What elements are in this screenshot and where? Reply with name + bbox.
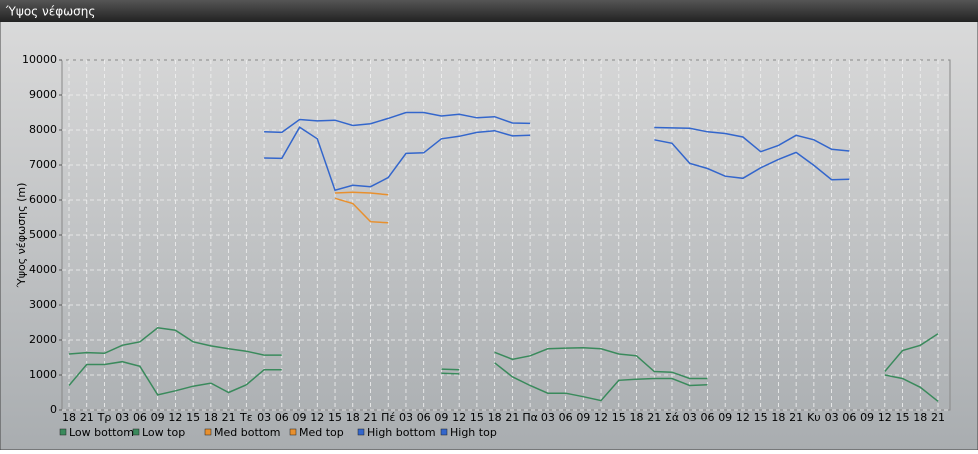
series-line [264,111,850,153]
legend-label: Med bottom [214,426,281,439]
x-tick-label: 21 [222,411,236,424]
x-tick-label: 15 [612,411,626,424]
y-tick-label: 9000 [29,88,57,101]
y-tick-label: 0 [50,403,57,416]
legend-swatch [357,428,365,436]
x-tick-label: 09 [434,411,448,424]
y-tick-label: 6000 [29,193,57,206]
y-tick-label: 8000 [29,123,57,136]
legend-label: Low top [142,426,185,439]
x-tick-label: 15 [186,411,200,424]
x-tick-label: 15 [754,411,768,424]
legend-swatch [440,428,448,436]
y-tick-label: 4000 [29,263,57,276]
x-tick-label: 21 [505,411,519,424]
x-tick-label: 18 [346,411,360,424]
y-axis-label: Ύψος νέφωσης (m) [15,183,28,289]
series-line [334,191,389,196]
x-tick-label: 03 [541,411,555,424]
x-tick-label: 18 [204,411,218,424]
x-tick-label: 03 [399,411,413,424]
x-tick-label: 21 [789,411,803,424]
x-tick-label: 09 [293,411,307,424]
series-line [264,126,850,192]
x-tick-label: Τρ [97,411,112,424]
x-tick-label: 06 [842,411,856,424]
legend-label: Med top [299,426,344,439]
x-tick-label: 03 [115,411,129,424]
x-tick-label: 21 [647,411,661,424]
legend-label: High top [450,426,497,439]
x-tick-label: 06 [700,411,714,424]
x-tick-label: Σά [665,411,679,424]
legend-swatch [132,428,140,436]
x-tick-label: Πα [522,411,538,424]
legend-swatch [204,428,212,436]
x-tick-label: 12 [452,411,466,424]
x-tick-label: 18 [913,411,927,424]
title-bar [0,0,978,22]
y-tick-label: 10000 [22,53,57,66]
legend-label: High bottom [367,426,436,439]
x-tick-label: 03 [825,411,839,424]
series-line [68,327,939,380]
x-tick-label: 21 [80,411,94,424]
x-tick-label: 18 [488,411,502,424]
x-tick-label: 12 [736,411,750,424]
x-tick-label: 12 [878,411,892,424]
x-tick-label: 21 [931,411,945,424]
x-tick-label: 12 [310,411,324,424]
series-line [68,360,939,402]
x-tick-label: 03 [257,411,271,424]
x-tick-label: 03 [683,411,697,424]
window-title: Ύψος νέφωσης [5,5,95,19]
x-tick-label: 15 [896,411,910,424]
x-tick-label: 18 [771,411,785,424]
x-tick-label: 18 [630,411,644,424]
x-tick-label: Πέ [381,411,395,424]
y-tick-label: 5000 [29,228,57,241]
x-tick-label: 21 [363,411,377,424]
x-tick-label: 12 [594,411,608,424]
x-tick-label: 09 [718,411,732,424]
legend-swatch [289,428,297,436]
x-tick-label: 09 [860,411,874,424]
legend-label: Low bottom [69,426,134,439]
legend-swatch [59,428,67,436]
x-tick-label: 06 [133,411,147,424]
x-tick-label: Κυ [807,411,821,424]
x-tick-label: 15 [470,411,484,424]
y-tick-label: 7000 [29,158,57,171]
x-tick-label: 06 [559,411,573,424]
x-tick-label: 09 [151,411,165,424]
x-tick-label: 15 [328,411,342,424]
y-tick-label: 1000 [29,368,57,381]
x-tick-label: Τε [239,411,253,424]
x-tick-label: 12 [168,411,182,424]
y-tick-label: 2000 [29,333,57,346]
x-tick-label: 18 [62,411,76,424]
y-tick-label: 3000 [29,298,57,311]
x-tick-label: 06 [417,411,431,424]
x-tick-label: 06 [275,411,289,424]
series-line [334,197,389,224]
x-tick-label: 09 [576,411,590,424]
